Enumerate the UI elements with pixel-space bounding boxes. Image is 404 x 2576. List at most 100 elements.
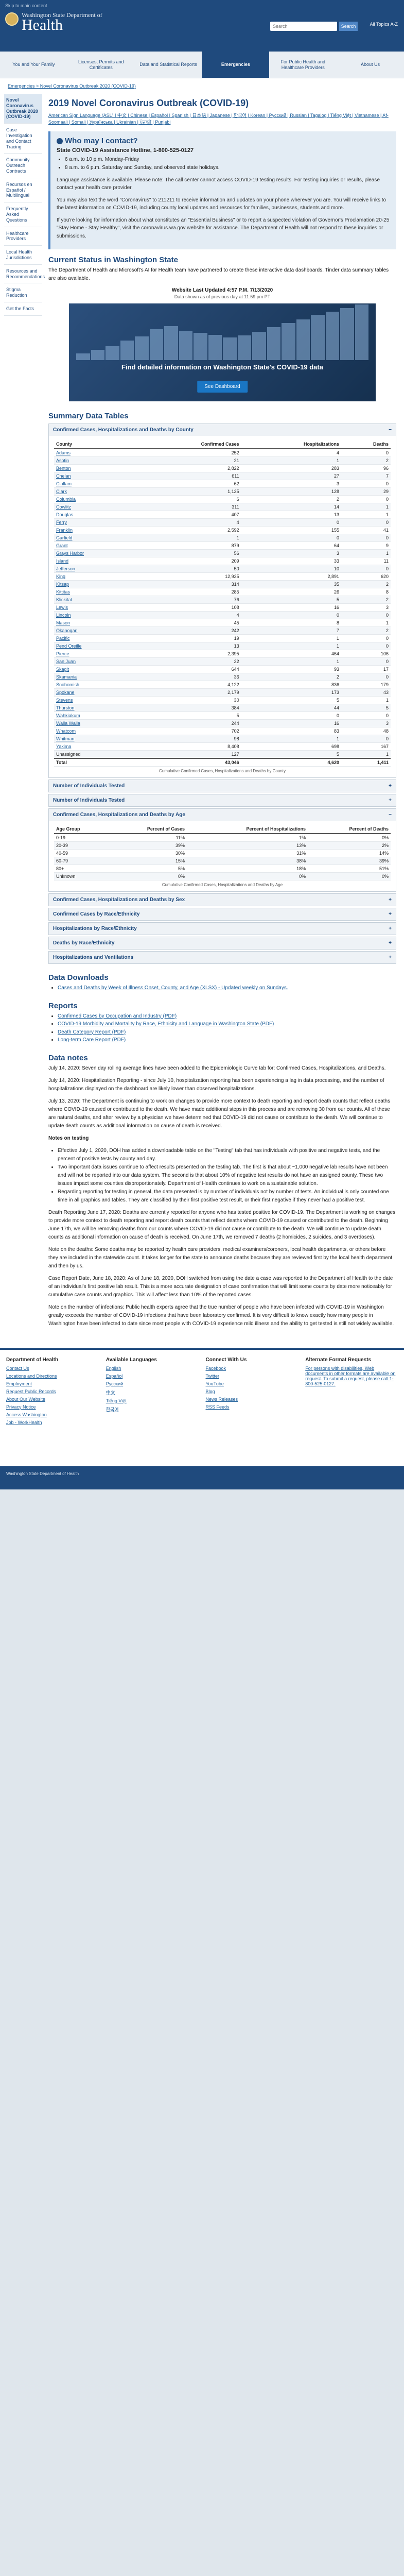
- report-link[interactable]: Confirmed Cases by Occupation and Indust…: [58, 1013, 177, 1019]
- footer-link[interactable]: Privacy Notice: [6, 1404, 36, 1410]
- footer-link[interactable]: Español: [106, 1373, 123, 1379]
- county-link[interactable]: Ferry: [56, 520, 67, 526]
- footer-link[interactable]: 中文: [106, 1389, 115, 1395]
- county-accordion-header[interactable]: Confirmed Cases, Hospitalizations and De…: [49, 424, 396, 436]
- sidebar-item[interactable]: Case Investigation and Contact Tracing: [4, 124, 42, 154]
- county-link[interactable]: King: [56, 574, 66, 580]
- county-link[interactable]: Lincoln: [56, 613, 71, 618]
- nav-item[interactable]: For Public Health and Healthcare Provide…: [280, 59, 325, 70]
- tested-accordion-header[interactable]: Number of Individuals Tested +: [49, 780, 396, 792]
- sidebar-item[interactable]: Local Health Jurisdictions: [4, 246, 42, 265]
- county-link[interactable]: Snohomish: [56, 682, 80, 688]
- county-link[interactable]: Yakima: [56, 744, 72, 750]
- all-topics-link[interactable]: All Topics A-Z: [370, 22, 398, 27]
- accordion-header[interactable]: Hospitalizations and Ventilations +: [49, 952, 396, 963]
- download-link[interactable]: Cases and Deaths by Week of Illness Onse…: [58, 985, 288, 991]
- county-link[interactable]: Wahkiakum: [56, 713, 80, 719]
- sidebar-item[interactable]: Stigma Reduction: [4, 283, 42, 302]
- expand-icon[interactable]: +: [389, 798, 392, 804]
- county-link[interactable]: Skagit: [56, 667, 69, 672]
- county-link[interactable]: Clallam: [56, 481, 72, 487]
- county-link[interactable]: Stevens: [56, 698, 73, 703]
- footer-link[interactable]: For persons with disabilities, Web docum…: [305, 1365, 396, 1386]
- county-link[interactable]: Benton: [56, 466, 71, 471]
- footer-link[interactable]: English: [106, 1365, 121, 1371]
- nav-item[interactable]: You and Your Family: [12, 62, 55, 67]
- county-link[interactable]: Garfield: [56, 535, 73, 541]
- expand-icon[interactable]: +: [389, 783, 392, 789]
- county-link[interactable]: Pend Oreille: [56, 643, 82, 649]
- county-link[interactable]: Mason: [56, 620, 71, 626]
- county-link[interactable]: Whatcom: [56, 728, 76, 734]
- footer-link[interactable]: Twitter: [205, 1373, 220, 1379]
- footer-link[interactable]: News Releases: [205, 1396, 238, 1402]
- sidebar-item[interactable]: Recursos en Español / Multilingual: [4, 178, 42, 203]
- county-link[interactable]: Whitman: [56, 736, 75, 742]
- footer-link[interactable]: Request Public Records: [6, 1388, 56, 1394]
- skip-link[interactable]: Skip to main content: [5, 3, 47, 8]
- county-link[interactable]: Jefferson: [56, 566, 75, 572]
- accordion-header[interactable]: Deaths by Race/Ethnicity +: [49, 937, 396, 949]
- county-link[interactable]: Franklin: [56, 528, 73, 533]
- county-link[interactable]: Adams: [56, 450, 71, 456]
- tested-accordion-header-2[interactable]: Number of Individuals Tested +: [49, 794, 396, 806]
- expand-icon[interactable]: +: [389, 926, 392, 932]
- county-link[interactable]: Columbia: [56, 497, 76, 502]
- county-link[interactable]: Grays Harbor: [56, 551, 84, 556]
- county-link[interactable]: Douglas: [56, 512, 74, 518]
- footer-link[interactable]: 한국어: [106, 1406, 119, 1412]
- county-link[interactable]: Kittitas: [56, 589, 71, 595]
- sidebar-item[interactable]: Resources and Recommendations: [4, 265, 45, 284]
- expand-icon[interactable]: +: [389, 911, 392, 918]
- footer-link[interactable]: Locations and Directions: [6, 1373, 57, 1379]
- county-link[interactable]: Klickitat: [56, 597, 73, 603]
- accordion-header[interactable]: Confirmed Cases, Hospitalizations and De…: [49, 894, 396, 906]
- footer-link[interactable]: Facebook: [205, 1365, 226, 1371]
- county-link[interactable]: Asotin: [56, 458, 69, 464]
- footer-link[interactable]: RSS Feeds: [205, 1404, 230, 1410]
- county-link[interactable]: Okanogan: [56, 628, 78, 634]
- nav-item[interactable]: About Us: [361, 62, 380, 67]
- county-link[interactable]: Pacific: [56, 636, 70, 641]
- breadcrumb-link[interactable]: Emergencies > Novel Coronavirus Outbreak…: [8, 83, 136, 89]
- county-link[interactable]: Skamania: [56, 674, 77, 680]
- county-link[interactable]: Thurston: [56, 705, 75, 711]
- dashboard-banner[interactable]: Find detailed information on Washington …: [69, 303, 376, 402]
- report-link[interactable]: COVID-19 Morbidity and Mortality by Race…: [58, 1021, 274, 1027]
- nav-item[interactable]: Emergencies: [202, 52, 270, 78]
- footer-link[interactable]: Blog: [205, 1388, 215, 1394]
- footer-link[interactable]: Tiếng Việt: [106, 1398, 127, 1403]
- search-input[interactable]: Search: [270, 22, 337, 31]
- footer-link[interactable]: Access Washington: [6, 1412, 47, 1417]
- county-link[interactable]: San Juan: [56, 659, 76, 665]
- footer-link[interactable]: Русский: [106, 1381, 124, 1386]
- county-link[interactable]: Grant: [56, 543, 68, 549]
- footer-link[interactable]: Contact Us: [6, 1365, 29, 1371]
- age-accordion-header[interactable]: Confirmed Cases, Hospitalizations and De…: [49, 809, 396, 821]
- county-link[interactable]: Island: [56, 558, 69, 564]
- collapse-icon[interactable]: −: [389, 427, 392, 433]
- sidebar-item[interactable]: Novel Coronavirus Outbreak 2020 (COVID-1…: [4, 94, 42, 124]
- report-link[interactable]: Death Category Report (PDF): [58, 1029, 126, 1035]
- see-dashboard-button[interactable]: See Dashboard: [197, 381, 248, 393]
- expand-icon[interactable]: +: [389, 955, 392, 961]
- county-link[interactable]: Pierce: [56, 651, 69, 657]
- county-link[interactable]: Cowlitz: [56, 504, 72, 510]
- accordion-header[interactable]: Hospitalizations by Race/Ethnicity +: [49, 923, 396, 935]
- county-link[interactable]: Kitsap: [56, 582, 69, 587]
- footer-link[interactable]: Employment: [6, 1381, 32, 1386]
- accordion-header[interactable]: Confirmed Cases by Race/Ethnicity +: [49, 908, 396, 920]
- expand-icon[interactable]: +: [389, 897, 392, 903]
- county-link[interactable]: Chelan: [56, 473, 71, 479]
- sidebar-item[interactable]: Get the Facts: [4, 302, 42, 316]
- site-title[interactable]: Health: [22, 16, 63, 33]
- county-link[interactable]: Lewis: [56, 605, 68, 611]
- footer-link[interactable]: About Our Website: [6, 1396, 45, 1402]
- footer-link[interactable]: YouTube: [205, 1381, 224, 1386]
- county-link[interactable]: Clark: [56, 489, 67, 495]
- footer-link[interactable]: Job - WorkHealth: [6, 1419, 42, 1425]
- report-link[interactable]: Long-term Care Report (PDF): [58, 1037, 126, 1043]
- collapse-icon[interactable]: −: [389, 812, 392, 818]
- expand-icon[interactable]: +: [389, 940, 392, 946]
- county-link[interactable]: Walla Walla: [56, 721, 80, 726]
